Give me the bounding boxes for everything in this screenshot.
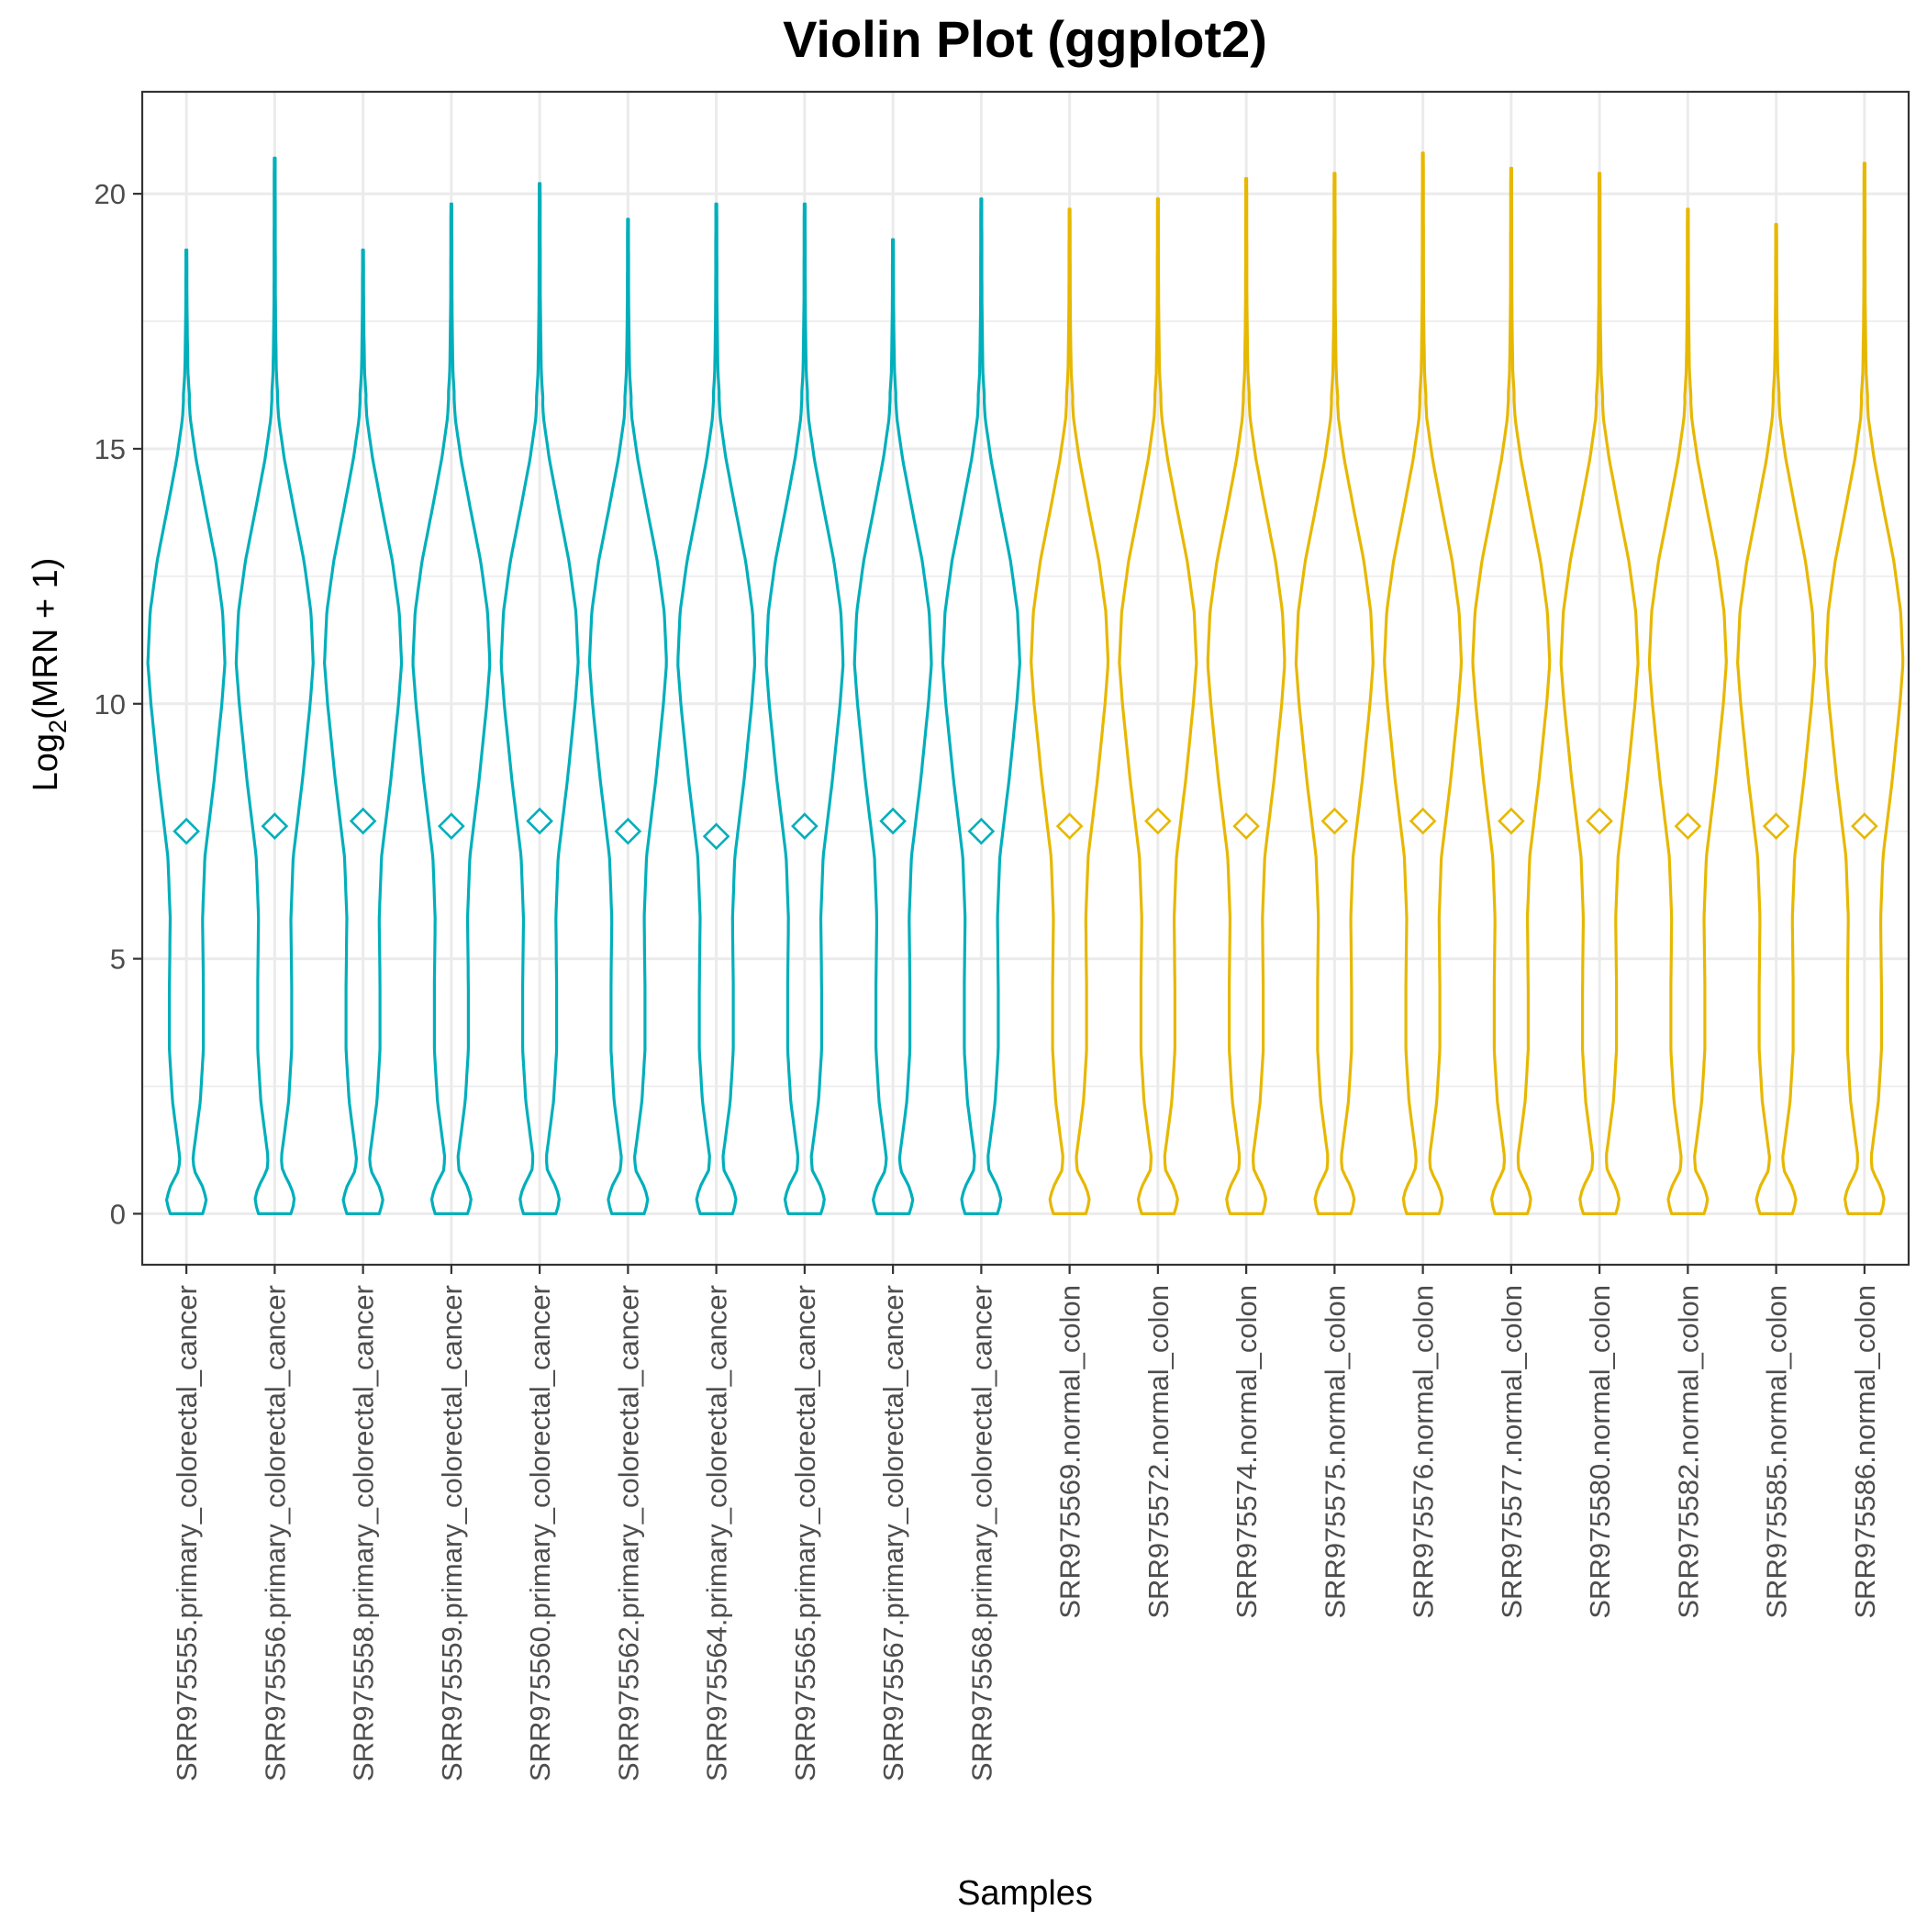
x-tick-label: SRR975560.primary_colorectal_cancer bbox=[524, 1285, 556, 1781]
violin-primary_colorectal_cancer bbox=[676, 202, 756, 1215]
x-tick-label: SRR975582.normal_colon bbox=[1672, 1285, 1704, 1619]
y-axis-title-rest: (MRN + 1) bbox=[27, 558, 65, 720]
y-tick-label: 15 bbox=[95, 433, 126, 465]
x-tick-label: SRR975565.primary_colorectal_cancer bbox=[789, 1285, 821, 1781]
panel-border bbox=[140, 90, 1910, 1267]
mean-point bbox=[967, 817, 996, 845]
mean-point bbox=[1674, 812, 1702, 840]
mean-point bbox=[1586, 807, 1613, 835]
x-tick-label: SRR975575.normal_colon bbox=[1319, 1285, 1351, 1619]
x-tick-label: SRR975555.primary_colorectal_cancer bbox=[171, 1285, 203, 1781]
mean-point bbox=[1498, 807, 1525, 835]
violin-layer bbox=[146, 151, 1905, 1215]
violin-normal_colon bbox=[1559, 172, 1640, 1215]
violin-primary_colorectal_cancer bbox=[323, 248, 404, 1215]
mean-point bbox=[1409, 807, 1437, 835]
mean-point bbox=[349, 807, 377, 835]
grid-layer bbox=[142, 92, 1909, 1265]
x-tick-label: SRR975574.normal_colon bbox=[1231, 1285, 1263, 1619]
mean-point bbox=[1055, 812, 1084, 840]
x-tick-label: SRR975564.primary_colorectal_cancer bbox=[701, 1285, 733, 1781]
violin-primary_colorectal_cancer bbox=[234, 156, 315, 1215]
mean-point bbox=[526, 807, 553, 835]
violin-primary_colorectal_cancer bbox=[411, 202, 492, 1215]
y-axis-title-main: Log bbox=[27, 733, 65, 791]
violin-primary_colorectal_cancer bbox=[587, 218, 668, 1215]
x-tick-label: SRR975559.primary_colorectal_cancer bbox=[436, 1285, 468, 1781]
x-tick-label: SRR975568.primary_colorectal_cancer bbox=[965, 1285, 997, 1781]
x-axis-title: Samples bbox=[957, 1874, 1093, 1913]
mean-point bbox=[1144, 807, 1172, 835]
x-tick-label: SRR975569.normal_colon bbox=[1054, 1285, 1086, 1619]
x-tick-label: SRR975562.primary_colorectal_cancer bbox=[612, 1285, 644, 1781]
violin-primary_colorectal_cancer bbox=[941, 197, 1021, 1215]
y-axis-title-subscript: 2 bbox=[44, 720, 72, 733]
mean-point bbox=[1320, 807, 1349, 835]
mean-point bbox=[1851, 812, 1878, 840]
y-tick-label: 5 bbox=[110, 944, 126, 976]
mean-point bbox=[261, 812, 289, 840]
chart-title: Violin Plot (ggplot2) bbox=[783, 10, 1267, 68]
violin-primary_colorectal_cancer bbox=[764, 202, 845, 1215]
x-tick-label: SRR975556.primary_colorectal_cancer bbox=[259, 1285, 291, 1781]
violin-normal_colon bbox=[1824, 162, 1905, 1215]
violin-normal_colon bbox=[1647, 207, 1728, 1215]
violin-normal_colon bbox=[1206, 176, 1287, 1215]
mean-point bbox=[879, 807, 907, 835]
x-tick-label: SRR975586.normal_colon bbox=[1849, 1285, 1881, 1619]
x-tick-label: SRR975558.primary_colorectal_cancer bbox=[348, 1285, 380, 1781]
violin-primary_colorectal_cancer bbox=[499, 182, 580, 1215]
mean-point bbox=[791, 812, 819, 840]
x-tick-label: SRR975567.primary_colorectal_cancer bbox=[877, 1285, 909, 1781]
mean-point bbox=[438, 812, 465, 840]
mean-point bbox=[1762, 812, 1790, 840]
x-tick-label: SRR975577.normal_colon bbox=[1496, 1285, 1528, 1619]
y-tick-label: 10 bbox=[95, 688, 126, 720]
y-tick-label: 20 bbox=[95, 178, 126, 210]
y-axis-title: Log2(MRN + 1) bbox=[27, 558, 72, 792]
violin-normal_colon bbox=[1118, 197, 1198, 1215]
violin-primary_colorectal_cancer bbox=[852, 238, 933, 1215]
violin-normal_colon bbox=[1736, 222, 1817, 1215]
violin-primary_colorectal_cancer bbox=[146, 248, 227, 1215]
violin-normal_colon bbox=[1294, 172, 1375, 1215]
y-tick-label: 0 bbox=[110, 1198, 126, 1230]
mean-point bbox=[702, 822, 730, 851]
violin-normal_colon bbox=[1383, 151, 1464, 1215]
x-tick-label: SRR975580.normal_colon bbox=[1584, 1285, 1616, 1619]
x-tick-label: SRR975576.normal_colon bbox=[1408, 1285, 1440, 1619]
mean-point bbox=[1232, 812, 1260, 840]
mean-point bbox=[614, 817, 642, 845]
violin-normal_colon bbox=[1471, 166, 1552, 1215]
x-tick-label: SRR975572.normal_colon bbox=[1142, 1285, 1175, 1619]
mean-point bbox=[173, 817, 200, 845]
x-tick-label: SRR975585.normal_colon bbox=[1761, 1285, 1793, 1619]
violin-normal_colon bbox=[1030, 207, 1110, 1215]
axis-layer: 0 5 10 15 20 SRR975555.primary_colorectal_can… bbox=[95, 178, 1881, 1781]
